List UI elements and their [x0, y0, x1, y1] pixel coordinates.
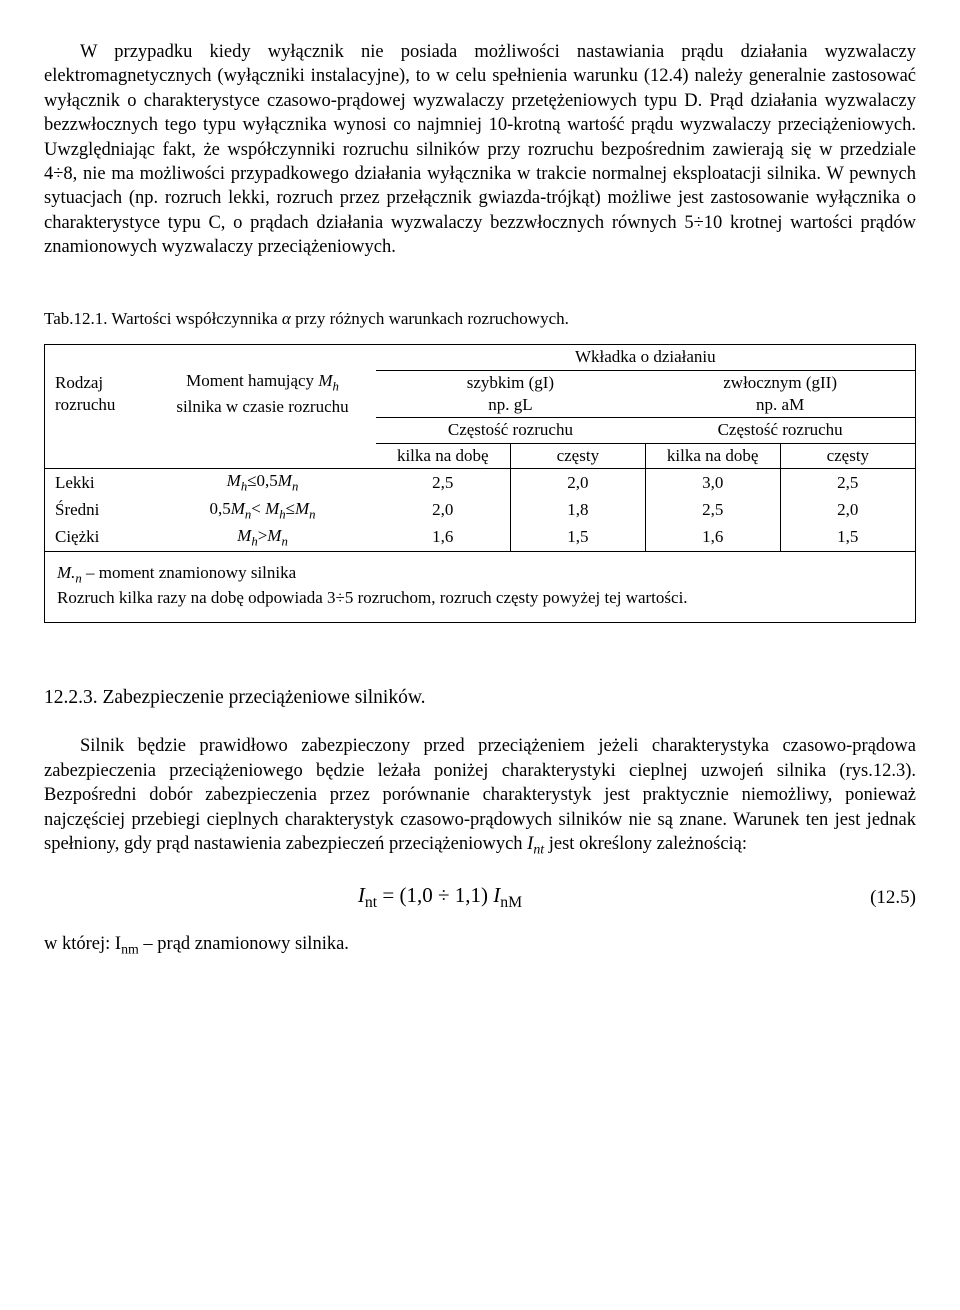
table-caption: Tab.12.1. Wartości współczynnika α przy … — [44, 308, 916, 330]
th-few-1: kilka na dobę — [376, 443, 511, 468]
th-cz-gII: Częstość rozruchu — [645, 418, 915, 443]
table-notes: M.n – moment znamionowy silnika Rozruch … — [45, 552, 915, 622]
row-value: 2,0 — [376, 497, 511, 524]
row-value: 1,8 — [510, 497, 645, 524]
body-paragraph-3: w której: Inm – prąd znamionowy silnika. — [44, 932, 916, 960]
table-note-1: M.n – moment znamionowy silnika — [57, 562, 905, 587]
th-gII: zwłocznym (gII) np. aM — [645, 370, 915, 418]
th-cz-gI: Częstość rozruchu — [376, 418, 646, 443]
th-few-2: kilka na dobę — [645, 443, 780, 468]
row-condition: Mh>Mn — [149, 524, 375, 552]
row-value: 2,5 — [645, 497, 780, 524]
row-value: 3,0 — [645, 469, 780, 497]
table-note-2: Rozruch kilka razy na dobę odpowiada 3÷5… — [57, 587, 905, 609]
row-value: 1,5 — [510, 524, 645, 552]
equation: Int = (1,0 ÷ 1,1) InM — [44, 882, 836, 914]
body-paragraph-2: Silnik będzie prawidłowo zabezpieczony p… — [44, 734, 916, 860]
body-paragraph-1-text: W przypadku kiedy wyłącznik nie posiada … — [44, 42, 916, 257]
row-value: 1,6 — [645, 524, 780, 552]
th-moment: Moment hamujący Mh silnika w czasie rozr… — [149, 345, 375, 443]
row-value: 2,0 — [510, 469, 645, 497]
section-heading: 12.2.3. Zabezpieczenie przeciążeniowe si… — [44, 685, 916, 711]
table-row: LekkiMh≤0,5Mn2,52,03,02,5 — [45, 469, 915, 497]
body-paragraph-1: W przypadku kiedy wyłącznik nie posiada … — [44, 40, 916, 260]
equation-number: (12.5) — [836, 885, 916, 910]
equation-row: Int = (1,0 ÷ 1,1) InM (12.5) — [44, 882, 916, 914]
table-row: CiężkiMh>Mn1,61,51,61,5 — [45, 524, 915, 552]
row-value: 1,6 — [376, 524, 511, 552]
table-row: Średni0,5Mn< Mh≤Mn2,01,82,52,0 — [45, 497, 915, 524]
row-value: 2,5 — [376, 469, 511, 497]
row-label: Ciężki — [45, 524, 149, 552]
th-rodzaj: Rodzaj rozruchu — [45, 345, 149, 443]
row-label: Średni — [45, 497, 149, 524]
th-wkladka: Wkładka o działaniu — [376, 345, 915, 370]
alpha-table: Rodzaj rozruchu Moment hamujący Mh silni… — [45, 345, 915, 622]
row-value: 2,5 — [780, 469, 915, 497]
row-condition: 0,5Mn< Mh≤Mn — [149, 497, 375, 524]
row-value: 1,5 — [780, 524, 915, 552]
th-many-2: częsty — [780, 443, 915, 468]
row-condition: Mh≤0,5Mn — [149, 469, 375, 497]
row-label: Lekki — [45, 469, 149, 497]
th-gI: szybkim (gI) np. gL — [376, 370, 646, 418]
alpha-table-wrapper: Rodzaj rozruchu Moment hamujący Mh silni… — [44, 344, 916, 623]
row-value: 2,0 — [780, 497, 915, 524]
th-many-1: częsty — [510, 443, 645, 468]
